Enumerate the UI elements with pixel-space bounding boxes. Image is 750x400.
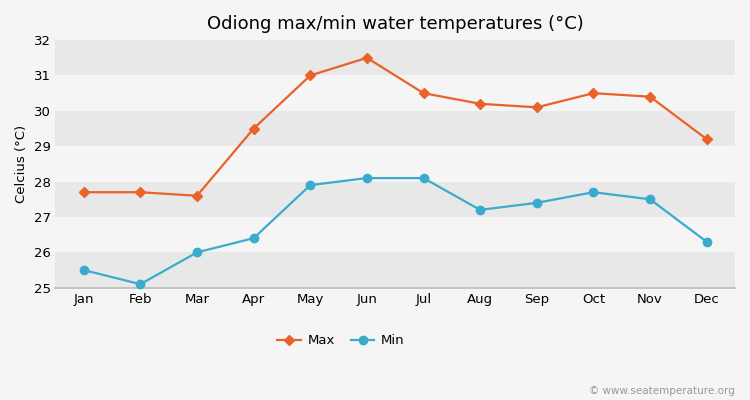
Y-axis label: Celcius (°C): Celcius (°C)	[15, 125, 28, 203]
Min	[532, 200, 542, 205]
Max	[80, 190, 88, 195]
Text: © www.seatemperature.org: © www.seatemperature.org	[590, 386, 735, 396]
Max	[419, 91, 428, 96]
Min	[136, 282, 145, 286]
Bar	[56, 182, 735, 217]
Bar	[56, 146, 735, 182]
Max	[646, 94, 655, 99]
Bar	[56, 252, 735, 288]
Min	[476, 208, 484, 212]
Max	[589, 91, 598, 96]
Bar	[56, 111, 735, 146]
Min	[193, 250, 202, 255]
Bar	[56, 76, 735, 111]
Min	[362, 176, 371, 180]
Legend: Max, Min: Max, Min	[272, 329, 410, 352]
Max	[136, 190, 145, 195]
Max	[193, 193, 202, 198]
Max	[306, 73, 315, 78]
Min	[702, 239, 711, 244]
Line: Max: Max	[80, 54, 710, 200]
Max	[362, 55, 371, 60]
Max	[702, 137, 711, 142]
Min	[306, 183, 315, 188]
Max	[476, 101, 484, 106]
Bar	[56, 217, 735, 252]
Min	[249, 236, 258, 241]
Min	[646, 197, 655, 202]
Max	[249, 126, 258, 131]
Title: Odiong max/min water temperatures (°C): Odiong max/min water temperatures (°C)	[207, 15, 584, 33]
Max	[532, 105, 542, 110]
Min	[589, 190, 598, 195]
Bar	[56, 40, 735, 76]
Min	[80, 268, 88, 272]
Min	[419, 176, 428, 180]
Line: Min: Min	[80, 174, 711, 288]
